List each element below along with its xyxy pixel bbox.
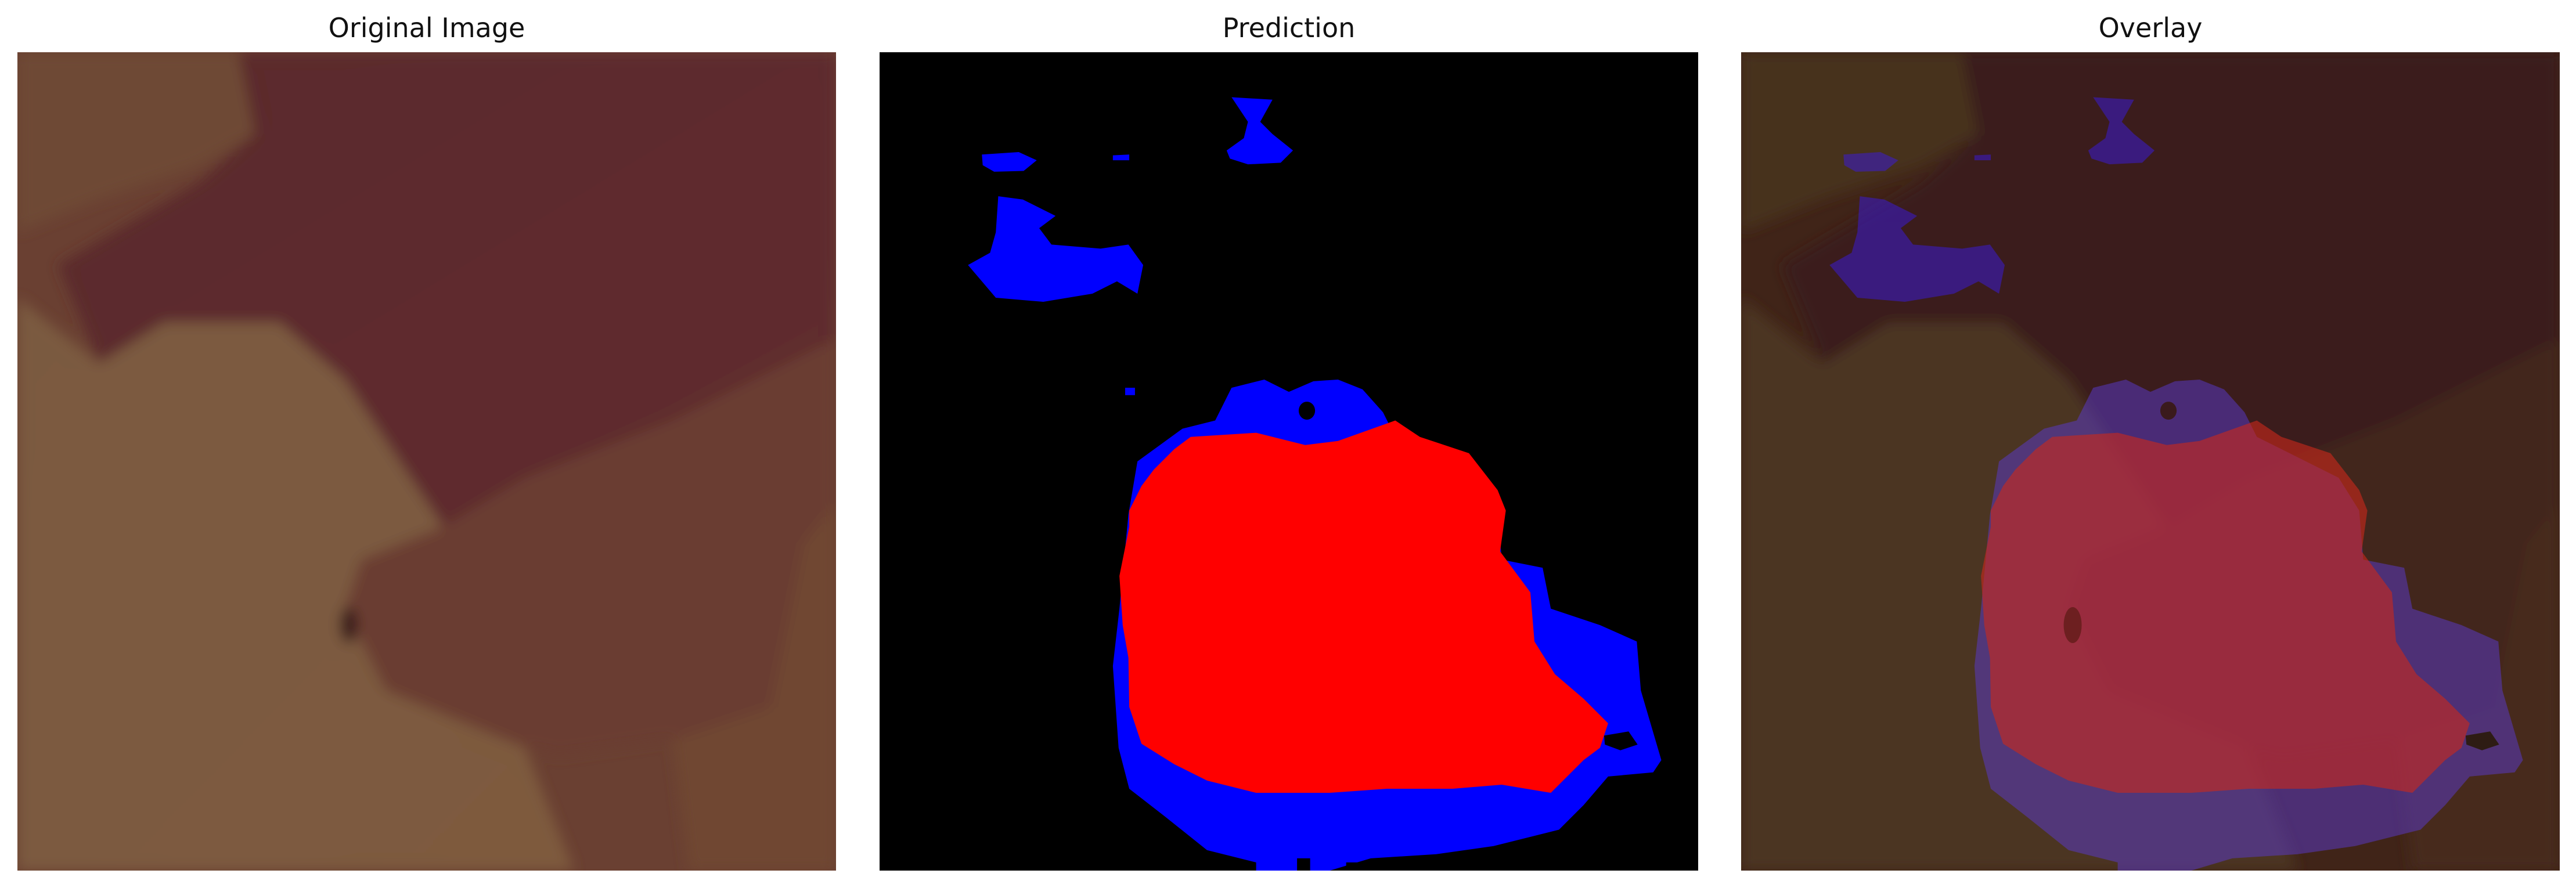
original-image <box>17 52 836 871</box>
prediction-panel <box>880 52 1698 871</box>
overlay-panel <box>1741 52 2560 871</box>
panel-title-overlay: Overlay <box>2098 12 2203 44</box>
prediction-mask <box>880 52 1698 871</box>
overlay-image <box>1741 52 2560 871</box>
panel-title-original: Original Image <box>328 12 525 44</box>
panel-title-prediction: Prediction <box>1222 12 1356 44</box>
original-image-panel <box>17 52 836 871</box>
